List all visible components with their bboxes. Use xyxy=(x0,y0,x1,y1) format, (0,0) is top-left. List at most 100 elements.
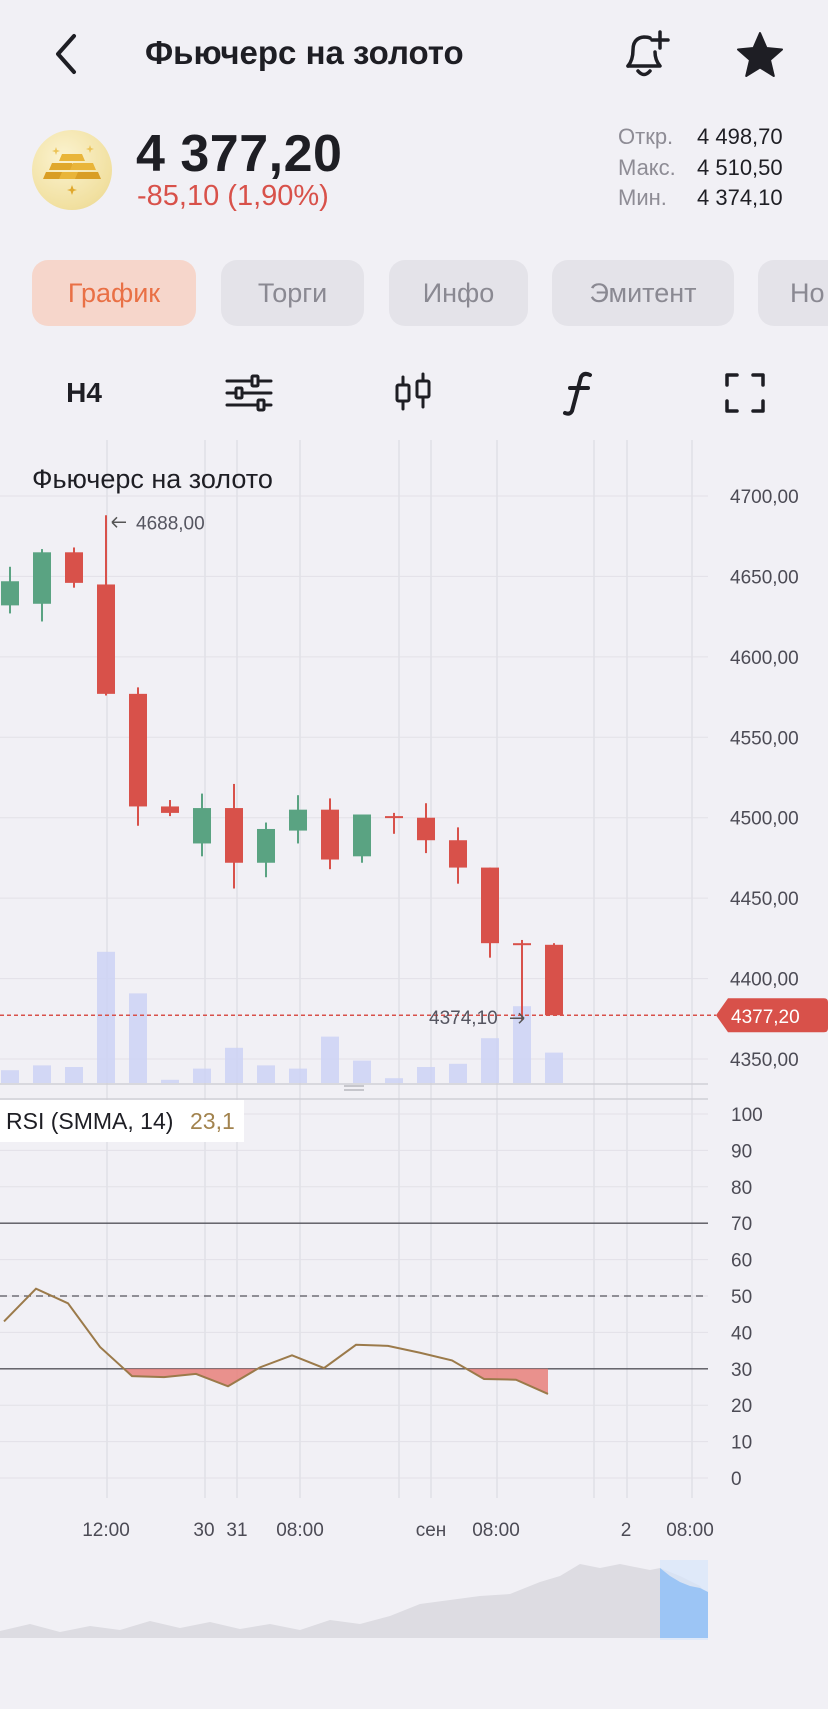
min-price-annotation: 4374,10 xyxy=(429,1008,498,1029)
volume-bar xyxy=(97,951,115,1083)
stat-label: Откр. xyxy=(618,124,674,149)
gold-bars-icon xyxy=(43,145,101,195)
volume-bar xyxy=(129,993,147,1083)
navigator-selection-area xyxy=(660,1568,708,1638)
rsi-axis-tick: 80 xyxy=(731,1178,752,1199)
stat-high: Макс. 4 510,50 xyxy=(618,153,796,184)
price-axis-tick: 4450,00 xyxy=(730,889,799,910)
tab-bar: График Торги Инфо Эмитент Но xyxy=(0,260,828,326)
rsi-axis-tick: 90 xyxy=(731,1141,752,1162)
chart-toolbar: H4 xyxy=(0,360,828,426)
chart-area[interactable]: 4700,00 4650,00 4600,00 4550,00 4500,00 4450,… xyxy=(0,436,828,1656)
quote-summary: 4 377,20 -85,10 (1,90%) Откр. 4 498,70 М… xyxy=(0,118,828,218)
price-axis-tick: 4350,00 xyxy=(730,1050,799,1071)
candles xyxy=(1,515,563,1021)
tab-news[interactable]: Но xyxy=(758,260,828,326)
price-change: -85,10 (1,90%) xyxy=(137,180,329,212)
candles-type-icon xyxy=(395,372,431,411)
chart-type-button[interactable] xyxy=(390,360,436,426)
volume-bar xyxy=(353,1060,371,1083)
stat-open: Откр. 4 498,70 xyxy=(618,122,796,153)
candle-body xyxy=(545,944,563,1016)
price-axis: 4700,00 4650,00 4600,00 4550,00 4500,00 4450,… xyxy=(730,487,799,1071)
time-axis-tick: 08:00 xyxy=(472,1520,520,1541)
tab-issuer[interactable]: Эмитент xyxy=(552,260,734,326)
candle-body xyxy=(129,693,147,807)
rsi-axis-tick: 20 xyxy=(731,1396,752,1417)
price-axis-tick: 4400,00 xyxy=(730,970,799,991)
candle-body xyxy=(289,809,307,831)
timeframe-button[interactable]: H4 xyxy=(66,377,102,408)
price-axis-tick: 4700,00 xyxy=(730,487,799,508)
navigator[interactable] xyxy=(0,1560,708,1640)
stat-value: 4 510,50 xyxy=(697,154,783,180)
gold-bars-logo xyxy=(32,130,112,210)
current-price-label: 4377,20 xyxy=(731,1007,800,1028)
candle-body xyxy=(449,840,467,868)
rsi-label-box xyxy=(0,1100,244,1142)
candle-body xyxy=(193,808,211,844)
volume-bar xyxy=(417,1067,435,1083)
candle-body xyxy=(65,552,83,583)
rsi-axis-tick: 10 xyxy=(731,1433,752,1454)
back-button[interactable] xyxy=(40,28,92,80)
time-axis-tick: 08:00 xyxy=(276,1520,324,1541)
volume-bar xyxy=(65,1067,83,1083)
add-alert-button[interactable] xyxy=(614,28,676,84)
indicators-button[interactable] xyxy=(222,360,276,426)
arrow-right-icon xyxy=(510,1012,525,1024)
page-title: Фьючерс на золото xyxy=(145,34,464,71)
price-axis-tick: 4650,00 xyxy=(730,567,799,588)
tab-chart[interactable]: График xyxy=(32,260,196,326)
volume-bar xyxy=(225,1047,243,1083)
volume-bar xyxy=(33,1065,51,1083)
candle-body xyxy=(417,817,435,841)
volume-bar xyxy=(193,1068,211,1083)
price-axis-tick: 4500,00 xyxy=(730,809,799,830)
rsi-axis-tick: 100 xyxy=(731,1105,763,1126)
candle-body xyxy=(385,816,403,819)
stat-value: 4 374,10 xyxy=(697,185,783,210)
fullscreen-button[interactable] xyxy=(722,360,768,426)
favorite-button[interactable] xyxy=(730,28,790,84)
volume-bar xyxy=(257,1065,275,1083)
volume-bar xyxy=(481,1038,499,1083)
time-axis-tick: 12:00 xyxy=(82,1520,130,1541)
function-icon xyxy=(563,371,592,416)
arrow-left-icon xyxy=(111,516,126,528)
volume-bar xyxy=(513,1006,531,1083)
volume-bar xyxy=(289,1068,307,1083)
functions-button[interactable] xyxy=(560,360,600,426)
candle-body xyxy=(353,814,371,857)
rsi-axis-tick: 40 xyxy=(731,1323,752,1344)
stat-label: Мин. xyxy=(618,185,667,210)
rsi-axis-tick: 30 xyxy=(731,1360,752,1381)
rsi-line xyxy=(3,1287,549,1395)
time-axis-tick: 30 xyxy=(193,1520,214,1541)
price-axis-tick: 4550,00 xyxy=(730,728,799,749)
stat-label: Макс. xyxy=(618,154,676,180)
stat-low: Мин. 4 374,10 xyxy=(618,183,796,214)
volume-bar xyxy=(161,1079,179,1083)
candle-body xyxy=(321,809,339,860)
rsi-oversold-fill xyxy=(124,1368,548,1394)
bell-plus-icon xyxy=(626,30,670,77)
volume-bar xyxy=(449,1063,467,1083)
rsi-axis-tick: 60 xyxy=(731,1251,752,1272)
resize-handle-icon xyxy=(344,1085,364,1091)
candle-body xyxy=(257,828,275,863)
candle-body xyxy=(513,943,531,946)
tab-info[interactable]: Инфо xyxy=(389,260,528,326)
time-axis-tick: 2 xyxy=(621,1520,632,1541)
rsi-axis-tick: 0 xyxy=(731,1469,742,1490)
indicators-settings-icon xyxy=(225,374,273,412)
tab-trades[interactable]: Торги xyxy=(221,260,364,326)
rsi-axis-tick: 70 xyxy=(731,1214,752,1235)
rsi-value: 23,1 xyxy=(190,1108,235,1134)
price-stats: Откр. 4 498,70 Макс. 4 510,50 Мин. 4 374… xyxy=(618,122,796,214)
chart-canvas[interactable]: 4700,00 4650,00 4600,00 4550,00 4500,00 4450,… xyxy=(0,436,828,1656)
volume-bar xyxy=(545,1052,563,1083)
rsi-axis-tick: 50 xyxy=(731,1287,752,1308)
price-axis-tick: 4600,00 xyxy=(730,648,799,669)
